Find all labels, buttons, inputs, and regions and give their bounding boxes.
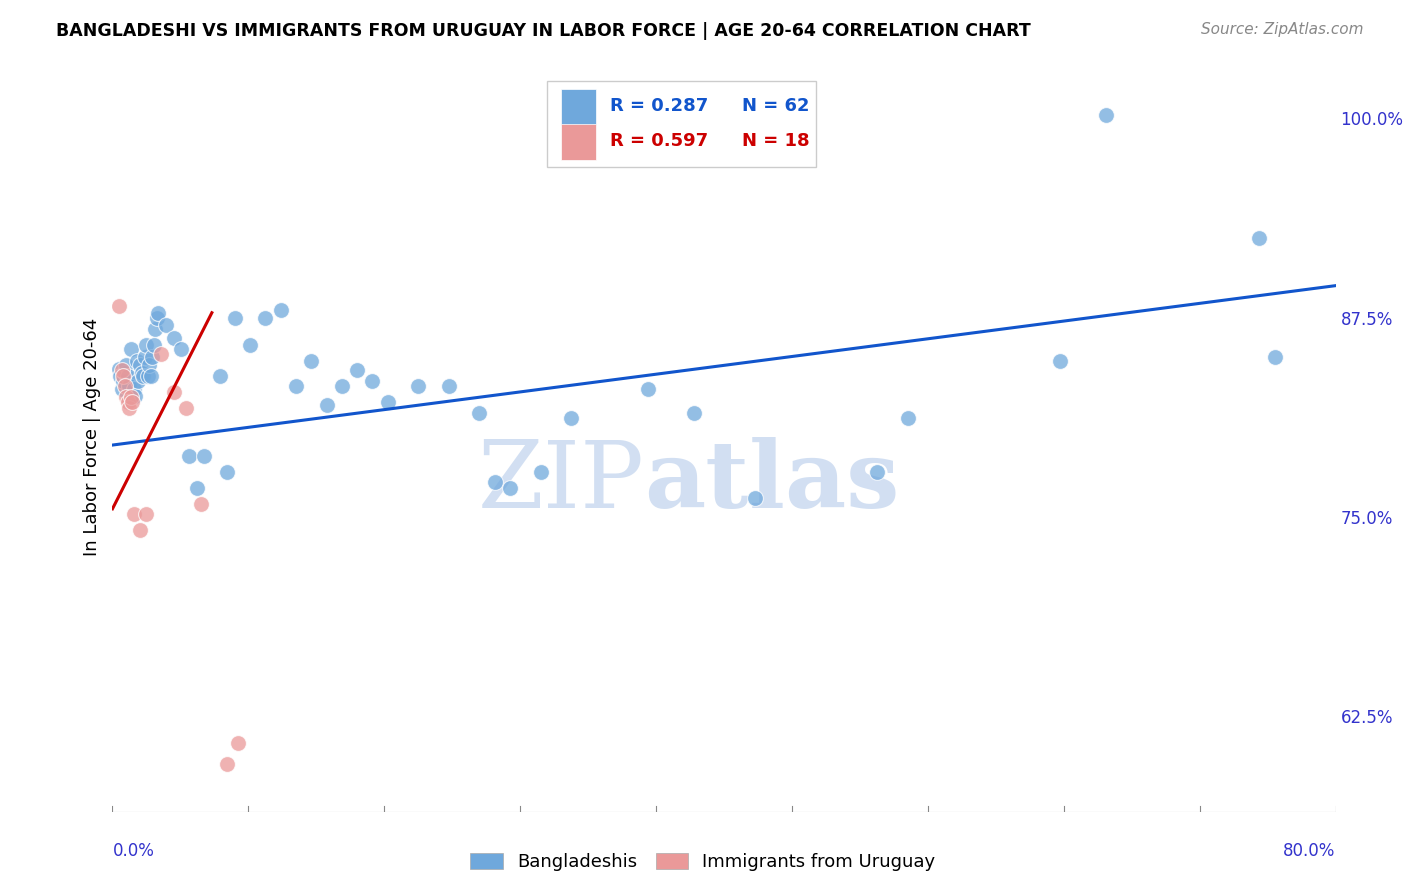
Point bbox=[125, 353, 148, 368]
Point bbox=[121, 390, 143, 404]
Point bbox=[138, 359, 160, 373]
Point bbox=[143, 321, 166, 335]
Point bbox=[114, 379, 136, 393]
Point bbox=[139, 369, 162, 384]
Point bbox=[186, 481, 208, 495]
Text: BANGLADESHI VS IMMIGRANTS FROM URUGUAY IN LABOR FORCE | AGE 20-64 CORRELATION CH: BANGLADESHI VS IMMIGRANTS FROM URUGUAY I… bbox=[56, 22, 1031, 40]
Point bbox=[117, 395, 139, 409]
Point bbox=[208, 369, 231, 384]
Bar bbox=[561, 124, 596, 160]
Point bbox=[115, 359, 138, 373]
Legend: Bangladeshis, Immigrants from Uruguay: Bangladeshis, Immigrants from Uruguay bbox=[463, 846, 943, 879]
Point bbox=[120, 390, 142, 404]
Point bbox=[121, 395, 143, 409]
Point bbox=[124, 389, 146, 403]
Point bbox=[284, 379, 308, 393]
Point bbox=[136, 369, 159, 384]
Text: 80.0%: 80.0% bbox=[1284, 842, 1336, 860]
Point bbox=[361, 374, 384, 388]
Point bbox=[1049, 353, 1071, 368]
Point bbox=[744, 491, 766, 505]
Point bbox=[107, 299, 129, 313]
Text: N = 62: N = 62 bbox=[742, 97, 810, 115]
Point bbox=[111, 382, 134, 396]
Point bbox=[150, 347, 173, 361]
Text: R = 0.287: R = 0.287 bbox=[610, 97, 709, 115]
Point bbox=[135, 337, 157, 351]
Text: 0.0%: 0.0% bbox=[112, 842, 155, 860]
Text: N = 18: N = 18 bbox=[742, 132, 810, 150]
Y-axis label: In Labor Force | Age 20-64: In Labor Force | Age 20-64 bbox=[83, 318, 101, 557]
Point bbox=[115, 390, 138, 404]
Point bbox=[560, 411, 582, 425]
Point bbox=[170, 343, 193, 357]
Point bbox=[163, 331, 186, 345]
Point bbox=[118, 379, 141, 393]
Text: R = 0.597: R = 0.597 bbox=[610, 132, 709, 150]
Point bbox=[377, 395, 399, 409]
Point bbox=[330, 379, 353, 393]
Point bbox=[108, 369, 131, 384]
Point bbox=[118, 401, 141, 416]
Point bbox=[134, 351, 156, 365]
Point bbox=[155, 318, 177, 333]
Point bbox=[217, 756, 239, 771]
Point bbox=[177, 449, 200, 463]
Point bbox=[131, 367, 153, 381]
Point bbox=[163, 385, 186, 400]
Point bbox=[122, 507, 145, 521]
Point bbox=[122, 382, 145, 396]
Point bbox=[254, 310, 277, 325]
Point bbox=[270, 302, 292, 317]
Point bbox=[897, 411, 920, 425]
Point bbox=[866, 465, 889, 479]
Point bbox=[135, 507, 157, 521]
Point bbox=[129, 359, 152, 373]
Point bbox=[112, 374, 135, 388]
Point bbox=[127, 374, 149, 388]
Point bbox=[114, 367, 136, 381]
Point bbox=[682, 406, 704, 420]
Point bbox=[117, 369, 139, 384]
Text: ZIP: ZIP bbox=[478, 437, 644, 527]
Point bbox=[437, 379, 460, 393]
Point bbox=[226, 736, 249, 750]
Point bbox=[1264, 351, 1286, 365]
Point bbox=[141, 351, 163, 365]
Point bbox=[299, 353, 322, 368]
Point bbox=[315, 398, 337, 412]
Point bbox=[224, 310, 246, 325]
Point bbox=[107, 361, 129, 376]
Bar bbox=[547, 81, 815, 168]
Point bbox=[408, 379, 430, 393]
Point bbox=[1095, 108, 1118, 122]
Point bbox=[174, 401, 197, 416]
Point bbox=[239, 337, 262, 351]
Point bbox=[190, 497, 212, 511]
Point bbox=[530, 465, 553, 479]
Point bbox=[1249, 231, 1271, 245]
Point bbox=[193, 449, 215, 463]
Point bbox=[637, 382, 659, 396]
Point bbox=[132, 369, 155, 384]
Point bbox=[142, 337, 165, 351]
Point bbox=[111, 363, 134, 377]
Text: Source: ZipAtlas.com: Source: ZipAtlas.com bbox=[1201, 22, 1364, 37]
Point bbox=[146, 310, 169, 325]
Text: atlas: atlas bbox=[644, 437, 900, 527]
Point bbox=[129, 523, 152, 537]
Point bbox=[112, 369, 135, 384]
Point bbox=[346, 363, 368, 377]
Bar bbox=[561, 88, 596, 125]
Point bbox=[499, 481, 522, 495]
Point bbox=[148, 306, 170, 320]
Point bbox=[217, 465, 239, 479]
Point bbox=[484, 475, 506, 489]
Point bbox=[120, 343, 142, 357]
Point bbox=[468, 406, 491, 420]
